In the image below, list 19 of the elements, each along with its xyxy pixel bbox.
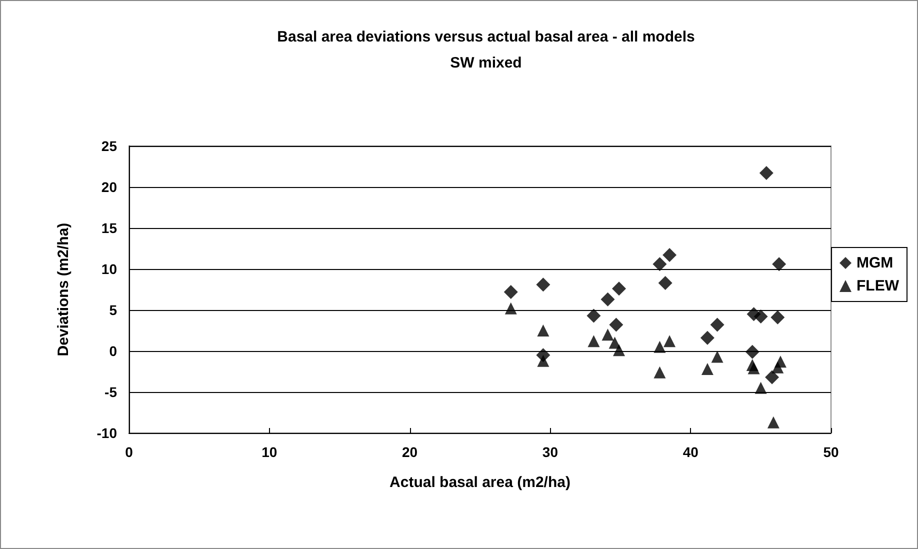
y-tick-label: 0 <box>109 343 118 359</box>
y-tick-label: 25 <box>101 138 118 154</box>
y-tick-label: 10 <box>101 261 118 277</box>
y-tick-label: 20 <box>101 179 118 195</box>
chart-title: Basal area deviations versus actual basal area - all models SW mixed <box>277 28 695 72</box>
y-tick-label: -5 <box>104 384 118 400</box>
x-tick-label: 10 <box>262 444 278 460</box>
x-tick-label: 40 <box>682 444 699 460</box>
x-tick-label: 0 <box>125 444 134 460</box>
x-tick-label: 50 <box>823 444 839 460</box>
x-tick-label: 20 <box>402 444 418 460</box>
y-axis-title: Deviations (m2/ha) <box>55 222 72 356</box>
y-tick-label: 15 <box>101 220 118 236</box>
x-axis-title: Actual basal area (m2/ha) <box>390 474 570 491</box>
y-tick-label: -10 <box>96 425 118 441</box>
legend-label: MGM <box>856 254 894 272</box>
y-tick-label: 5 <box>109 302 118 318</box>
x-tick-label: 30 <box>542 444 558 460</box>
legend-label: FLEW <box>856 278 900 294</box>
